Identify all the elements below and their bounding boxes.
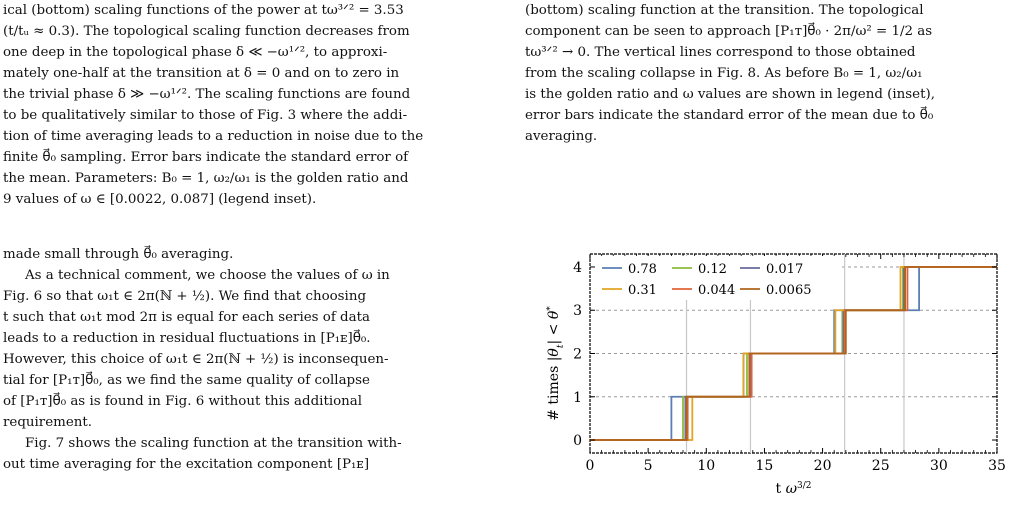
body-line: However, this choice of ω₁t ∈ 2π(ℕ + ½) … — [3, 352, 389, 367]
body-line: Fig. 6 so that ω₁t ∈ 2π(ℕ + ½). We find … — [3, 289, 367, 304]
body-line: As a technical comment, we choose the va… — [25, 268, 390, 283]
body-paragraph-1: made small through θ⃗₀ averaging. — [3, 247, 234, 262]
caption-line: mately one-half at the transition at δ =… — [3, 66, 400, 81]
x-tick-label: 0 — [586, 458, 595, 474]
body-line: out time averaging for the excitation co… — [3, 457, 370, 472]
legend-label: 0.12 — [698, 262, 727, 277]
y-tick-label: 0 — [573, 433, 582, 449]
legend-label: 0.0065 — [766, 283, 812, 298]
series-line-0.0065 — [590, 266, 997, 441]
body-paragraph-3: Fig. 7 shows the scaling function at the… — [3, 433, 503, 475]
y-tick-label: 3 — [573, 303, 582, 319]
legend-label: 0.044 — [698, 283, 735, 298]
x-tick-label: 5 — [644, 458, 653, 474]
caption-line: to be qualitatively similar to those of … — [3, 108, 408, 123]
body-line: t such that ω₁t mod 2π is equal for each… — [3, 310, 370, 325]
y-axis-label: # times |θt| < θ* — [546, 306, 566, 421]
left-column: ical (bottom) scaling functions of the p… — [3, 0, 503, 475]
x-tick-label: 35 — [988, 458, 1006, 474]
caption-line: is the golden ratio and ω values are sho… — [525, 87, 935, 102]
caption-line: tω³ᐟ² → 0. The vertical lines correspond… — [525, 45, 916, 60]
caption-line: averaging. — [525, 129, 598, 144]
x-axis-label: t ω3/2 — [776, 481, 812, 497]
caption-line: ical (bottom) scaling functions of the p… — [3, 3, 404, 18]
y-tick-label: 1 — [573, 390, 582, 406]
y-tick-label: 2 — [573, 347, 582, 363]
x-tick-label: 30 — [930, 458, 948, 474]
caption-line: from the scaling collapse in Fig. 8. As … — [525, 66, 923, 81]
x-tick-label: 10 — [697, 458, 715, 474]
x-tick-label: 15 — [756, 458, 774, 474]
x-tick-label: 20 — [814, 458, 832, 474]
body-line: leads to a reduction in residual fluctua… — [3, 331, 371, 346]
figure-caption-right: (bottom) scaling function at the transit… — [525, 0, 1023, 147]
caption-line: tion of time averaging leads to a reduct… — [3, 129, 424, 144]
body-paragraph-2: As a technical comment, we choose the va… — [3, 265, 503, 433]
caption-line: (t/tᵤ ≈ 0.3). The topological scaling fu… — [3, 24, 410, 39]
caption-line: the trivial phase δ ≫ −ω¹ᐟ². The scaling… — [3, 87, 411, 102]
legend-box — [596, 256, 841, 300]
caption-line: component can be seen to approach [P₁ᴛ]θ… — [525, 24, 933, 39]
step-chart-figure: 0 5 10 15 20 25 30 35 0 1 2 3 4 t ω3/2 # times |θt| < … — [535, 242, 1025, 520]
x-tick-label: 25 — [872, 458, 890, 474]
caption-line: 9 values of ω ∈ [0.0022, 0.087] (legend … — [3, 192, 317, 207]
caption-line: finite θ⃗₀ sampling. Error bars indicate… — [3, 150, 409, 165]
body-line: of [P₁ᴛ]θ⃗₀ as is found in Fig. 6 withou… — [3, 394, 363, 409]
caption-line: error bars indicate the standard error o… — [525, 108, 934, 123]
body-line: tial for [P₁ᴛ]θ⃗₀, as we find the same q… — [3, 373, 370, 388]
legend-label: 0.78 — [628, 262, 657, 277]
figure-caption-left: ical (bottom) scaling functions of the p… — [3, 0, 503, 210]
step-chart: 0 5 10 15 20 25 30 35 0 1 2 3 4 t ω3/2 # times |θt| < … — [546, 253, 1006, 497]
legend-label: 0.31 — [628, 283, 657, 298]
legend-label: 0.017 — [766, 262, 803, 277]
y-tick-label: 4 — [573, 260, 582, 276]
caption-line: (bottom) scaling function at the transit… — [525, 3, 924, 18]
right-column: (bottom) scaling function at the transit… — [525, 0, 1023, 147]
caption-line: one deep in the topological phase δ ≪ −ω… — [3, 45, 388, 60]
body-line: Fig. 7 shows the scaling function at the… — [25, 436, 402, 451]
body-line: requirement. — [3, 415, 93, 430]
caption-line: the mean. Parameters: B₀ = 1, ω₂/ω₁ is t… — [3, 171, 409, 186]
